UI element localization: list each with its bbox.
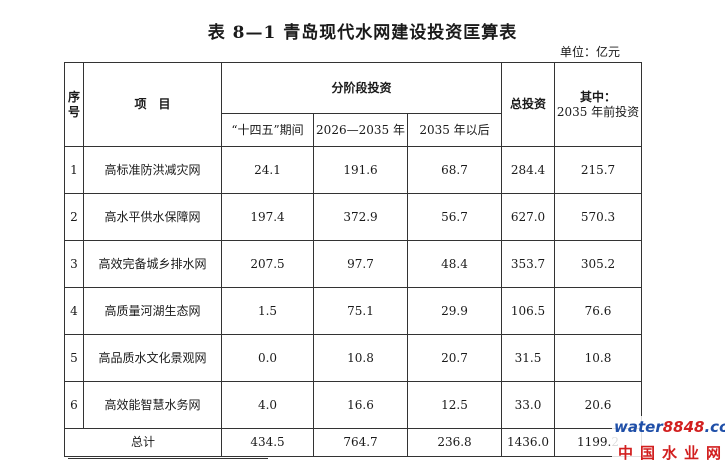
row-pre2035: 76.6 bbox=[554, 287, 642, 335]
header-phase3: 2035 年以后 bbox=[407, 113, 502, 147]
row-total: 31.5 bbox=[501, 334, 555, 382]
row-phase1: 1.5 bbox=[221, 287, 314, 335]
row-total: 106.5 bbox=[501, 287, 555, 335]
row-item: 高标准防洪减灾网 bbox=[83, 146, 222, 194]
total-p3: 236.8 bbox=[407, 428, 502, 457]
table-title: 表 8—1 青岛现代水网建设投资匡算表 bbox=[207, 23, 518, 43]
row-pre2035: 305.2 bbox=[554, 240, 642, 288]
investment-table: 序号 项 目 分阶段投资 总投资 其中： 2035 年前投资 “十四五”期间 2… bbox=[64, 62, 642, 457]
site-watermark: water8848.com 中国水业网 bbox=[612, 416, 725, 466]
total-p2: 764.7 bbox=[313, 428, 408, 457]
row-item: 高质量河湖生态网 bbox=[83, 287, 222, 335]
table-row: 6 高效能智慧水务网 4.0 16.6 12.5 33.0 20.6 bbox=[64, 381, 642, 429]
header-pre2035-line2: 2035 年前投资 bbox=[556, 104, 640, 119]
row-phase2: 75.1 bbox=[313, 287, 408, 335]
watermark-suffix: .com bbox=[704, 418, 725, 436]
row-item: 高品质水文化景观网 bbox=[83, 334, 222, 382]
watermark-logo-text: water8848.com bbox=[614, 418, 725, 436]
row-item: 高效完备城乡排水网 bbox=[83, 240, 222, 288]
row-phase2: 97.7 bbox=[313, 240, 408, 288]
row-seq: 5 bbox=[64, 334, 84, 382]
row-phase1: 0.0 bbox=[221, 334, 314, 382]
table-row: 5 高品质水文化景观网 0.0 10.8 20.7 31.5 10.8 bbox=[64, 334, 642, 382]
watermark-site-name: 中国水业网 bbox=[618, 444, 725, 462]
row-phase3: 48.4 bbox=[407, 240, 502, 288]
row-phase3: 12.5 bbox=[407, 381, 502, 429]
header-row-1: 序号 项 目 分阶段投资 总投资 其中： 2035 年前投资 bbox=[64, 62, 642, 147]
total-p1: 434.5 bbox=[221, 428, 314, 457]
row-phase3: 68.7 bbox=[407, 146, 502, 194]
row-item: 高效能智慧水务网 bbox=[83, 381, 222, 429]
row-phase1: 24.1 bbox=[221, 146, 314, 194]
total-total: 1436.0 bbox=[501, 428, 555, 457]
table-row: 3 高效完备城乡排水网 207.5 97.7 48.4 353.7 305.2 bbox=[64, 240, 642, 288]
total-label: 总计 bbox=[64, 428, 222, 457]
header-item: 项 目 bbox=[83, 62, 222, 147]
total-row: 总计 434.5 764.7 236.8 1436.0 1199.2 bbox=[64, 428, 642, 457]
row-phase1: 197.4 bbox=[221, 193, 314, 241]
header-phase1: “十四五”期间 bbox=[221, 113, 314, 147]
header-seq: 序号 bbox=[64, 62, 84, 147]
row-seq: 4 bbox=[64, 287, 84, 335]
header-pre2035-line1: 其中： bbox=[579, 89, 616, 104]
row-seq: 1 bbox=[64, 146, 84, 194]
header-seq-text: 序号 bbox=[67, 89, 80, 119]
row-total: 284.4 bbox=[501, 146, 555, 194]
header-row-2: “十四五”期间 2026—2035 年 2035 年以后 bbox=[65, 113, 642, 147]
header-phase-group: 分阶段投资 bbox=[221, 62, 502, 114]
row-phase3: 29.9 bbox=[407, 287, 502, 335]
row-pre2035: 215.7 bbox=[554, 146, 642, 194]
row-item: 高水平供水保障网 bbox=[83, 193, 222, 241]
row-phase3: 56.7 bbox=[407, 193, 502, 241]
unit-label: 单位：亿元 bbox=[560, 45, 621, 59]
row-total: 33.0 bbox=[501, 381, 555, 429]
watermark-number: 8848 bbox=[662, 418, 705, 436]
row-pre2035: 570.3 bbox=[554, 193, 642, 241]
row-phase2: 10.8 bbox=[313, 334, 408, 382]
row-phase3: 20.7 bbox=[407, 334, 502, 382]
watermark-word: water bbox=[614, 418, 663, 436]
row-phase1: 207.5 bbox=[221, 240, 314, 288]
row-pre2035: 10.8 bbox=[554, 334, 642, 382]
table-body: 1 高标准防洪减灾网 24.1 191.6 68.7 284.4 215.7 2 高水平供水保障… bbox=[64, 146, 642, 429]
row-phase1: 4.0 bbox=[221, 381, 314, 429]
header-total: 总投资 bbox=[501, 62, 555, 147]
table-row: 2 高水平供水保障网 197.4 372.9 56.7 627.0 570.3 bbox=[64, 193, 642, 241]
table-row: 1 高标准防洪减灾网 24.1 191.6 68.7 284.4 215.7 bbox=[64, 146, 642, 194]
cut-off-text-line bbox=[68, 458, 268, 471]
row-total: 353.7 bbox=[501, 240, 555, 288]
row-phase2: 191.6 bbox=[313, 146, 408, 194]
row-seq: 3 bbox=[64, 240, 84, 288]
table-row: 4 高质量河湖生态网 1.5 75.1 29.9 106.5 76.6 bbox=[64, 287, 642, 335]
row-phase2: 372.9 bbox=[313, 193, 408, 241]
row-total: 627.0 bbox=[501, 193, 555, 241]
row-seq: 6 bbox=[64, 381, 84, 429]
header-phase2: 2026—2035 年 bbox=[313, 113, 408, 147]
row-seq: 2 bbox=[64, 193, 84, 241]
row-pre2035: 20.6 bbox=[554, 381, 642, 429]
header-pre2035: 其中： 2035 年前投资 bbox=[554, 62, 642, 147]
row-phase2: 16.6 bbox=[313, 381, 408, 429]
